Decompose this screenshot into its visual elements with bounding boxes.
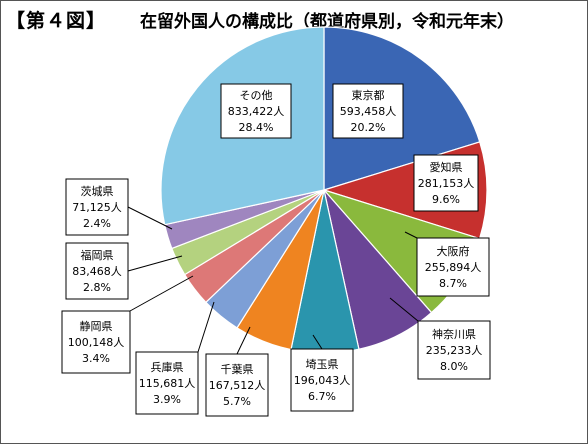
slice-label: 静岡県 100,148人 3.4%: [61, 275, 194, 374]
slice-name: 神奈川県: [432, 327, 476, 341]
slice-name: 大阪府: [437, 244, 470, 258]
slice-value: 235,233人: [426, 344, 483, 357]
leader-line: [404, 231, 418, 239]
leader-line: [389, 297, 419, 322]
label-box: [205, 353, 269, 417]
slice-value: 115,681人: [139, 377, 196, 390]
chart-title: 在留外国人の構成比（都道府県別，令和元年末）: [140, 12, 514, 32]
label-box: [290, 348, 354, 412]
label-box: [135, 351, 199, 415]
slice-label: 神奈川県 235,233人 8.0%: [389, 297, 491, 380]
slice-percent: 6.7%: [308, 390, 336, 403]
slice-label: 埼玉県 196,043人 6.7%: [290, 334, 354, 412]
label-box: [417, 320, 491, 380]
slice-value: 281,153人: [418, 177, 475, 190]
slice-label: 兵庫県 115,681人 3.9%: [135, 301, 215, 415]
slice-label: 愛知県 281,153人 9.6%: [413, 154, 479, 212]
slice-name: 千葉県: [221, 362, 254, 376]
slice-label: 大阪府 255,894人 8.7%: [404, 231, 490, 297]
slice-percent: 3.9%: [153, 393, 181, 406]
label-box: [65, 242, 129, 300]
slice-percent: 2.4%: [83, 217, 111, 230]
slice-value: 83,468人: [72, 265, 122, 278]
slice-value: 100,148人: [68, 336, 125, 349]
slice-value: 833,422人: [228, 105, 285, 118]
slice-name: 福岡県: [81, 248, 114, 262]
leader-line: [127, 206, 173, 230]
slice-name: その他: [240, 89, 273, 102]
slice-label: 東京都 593,458人 20.2%: [332, 83, 404, 139]
slice-percent: 5.7%: [223, 395, 251, 408]
slice-label: その他 833,422人 28.4%: [220, 83, 292, 139]
slice-percent: 20.2%: [351, 121, 386, 134]
label-box: [416, 237, 490, 297]
leader-line: [127, 255, 183, 272]
leader-line: [236, 326, 251, 355]
leader-line: [129, 275, 194, 312]
label-box: [220, 83, 292, 139]
label-box: [332, 83, 404, 139]
label-box: [65, 178, 129, 236]
slice-percent: 3.4%: [82, 352, 110, 365]
slice-label: 茨城県 71,125人 2.4%: [65, 178, 173, 236]
slice-name: 埼玉県: [306, 357, 339, 371]
slice-label: 千葉県 167,512人 5.7%: [205, 326, 269, 417]
slice-label: 福岡県 83,468人 2.8%: [65, 242, 183, 300]
slice-value: 196,043人: [294, 374, 351, 387]
slice-name: 東京都: [352, 88, 385, 102]
slice-percent: 8.7%: [439, 277, 467, 290]
slice-percent: 9.6%: [432, 193, 460, 206]
slice-name: 静岡県: [80, 319, 113, 333]
slice-name: 兵庫県: [151, 360, 184, 374]
leader-line: [312, 334, 323, 350]
figure-label: 【第４図】: [6, 10, 107, 32]
slice-percent: 2.8%: [83, 281, 111, 294]
label-box: [413, 154, 479, 212]
label-box: [61, 310, 131, 374]
slice-value: 71,125人: [72, 201, 122, 214]
slice-percent: 8.0%: [440, 360, 468, 373]
slice-percent: 28.4%: [239, 121, 274, 134]
slice-name: 茨城県: [81, 184, 114, 198]
leader-line: [197, 301, 215, 353]
slice-name: 愛知県: [430, 160, 463, 174]
slice-value: 593,458人: [340, 105, 397, 118]
slice-value: 255,894人: [425, 261, 482, 274]
slice-value: 167,512人: [209, 379, 266, 392]
